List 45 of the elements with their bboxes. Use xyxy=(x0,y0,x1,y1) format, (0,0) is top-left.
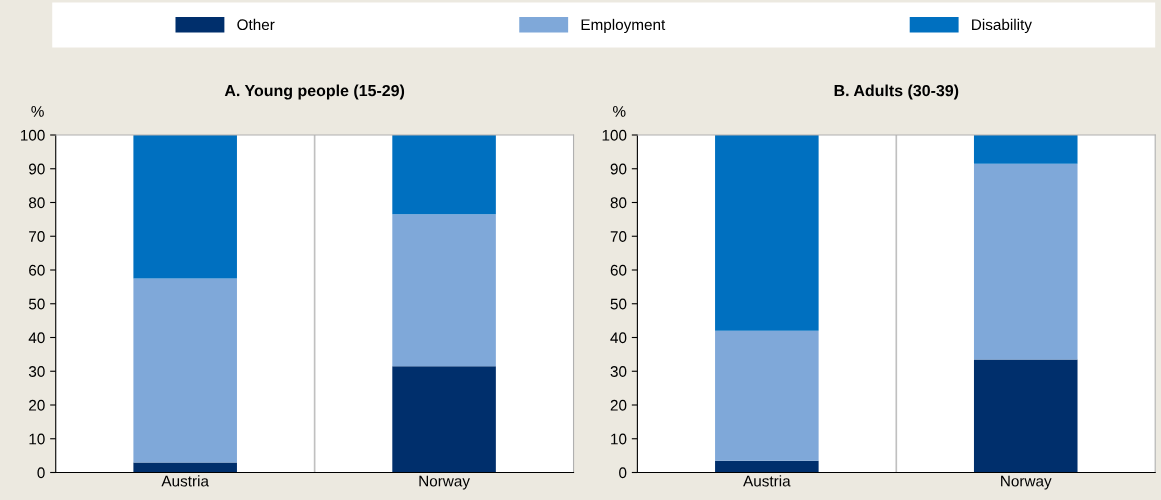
y-tick-label: 100 xyxy=(20,129,45,141)
y-tick-label: 90 xyxy=(610,163,627,175)
x-tick-label: Norway xyxy=(419,475,470,490)
y-tick-label: 80 xyxy=(28,197,45,209)
y-tick-label: 10 xyxy=(611,433,627,445)
y-tick-label: 0 xyxy=(619,467,627,479)
bar xyxy=(392,135,496,215)
y-tick-label: 60 xyxy=(29,264,45,276)
bar xyxy=(715,135,819,331)
y-axis-title: % xyxy=(613,106,626,117)
y-tick-label: 40 xyxy=(610,332,627,344)
y-tick-label: 60 xyxy=(610,264,627,276)
chart-title: B. Adults (30-39) xyxy=(834,84,959,100)
x-tick-label: Norway xyxy=(1001,475,1052,490)
y-tick-label: 100 xyxy=(602,129,627,141)
y-tick-label: 50 xyxy=(28,298,45,310)
x-tick-label: Austria xyxy=(743,475,791,487)
legend-label: Employment xyxy=(581,18,666,34)
bar xyxy=(133,462,237,473)
y-tick-label: 50 xyxy=(610,298,627,310)
y-tick-label: 80 xyxy=(610,197,627,209)
bar xyxy=(715,330,819,461)
chart-title: A. Young people (15-29) xyxy=(224,84,405,100)
y-tick-label: 90 xyxy=(29,163,45,175)
bar xyxy=(973,135,1078,164)
y-tick-label: 40 xyxy=(28,332,45,344)
y-tick-label: 70 xyxy=(29,231,45,242)
y-tick-label: 10 xyxy=(29,433,45,445)
bar xyxy=(392,214,496,367)
y-tick-label: 30 xyxy=(610,366,627,377)
legend-label: Other xyxy=(237,18,275,31)
y-tick-label: 70 xyxy=(610,231,627,242)
y-tick-label: 30 xyxy=(28,366,45,377)
bar xyxy=(133,135,237,279)
bar xyxy=(715,460,819,473)
bar xyxy=(392,366,496,473)
legend-label: Disability xyxy=(972,18,1032,34)
y-tick-label: 0 xyxy=(37,467,45,479)
bar xyxy=(973,163,1078,360)
y-tick-label: 20 xyxy=(29,399,45,411)
y-tick-label: 20 xyxy=(610,399,627,411)
x-tick-label: Austria xyxy=(161,475,209,487)
bar xyxy=(133,278,237,463)
y-axis-title: % xyxy=(31,106,44,117)
bar xyxy=(973,359,1078,473)
